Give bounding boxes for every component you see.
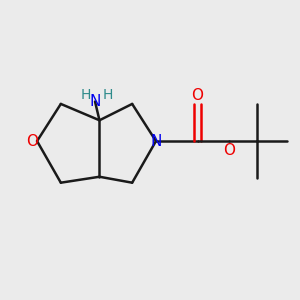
Text: O: O: [26, 134, 38, 148]
Text: H: H: [80, 88, 91, 102]
Text: O: O: [223, 143, 235, 158]
Text: H: H: [102, 88, 113, 102]
Text: O: O: [192, 88, 204, 103]
Text: N: N: [89, 94, 101, 109]
Text: N: N: [150, 134, 162, 148]
